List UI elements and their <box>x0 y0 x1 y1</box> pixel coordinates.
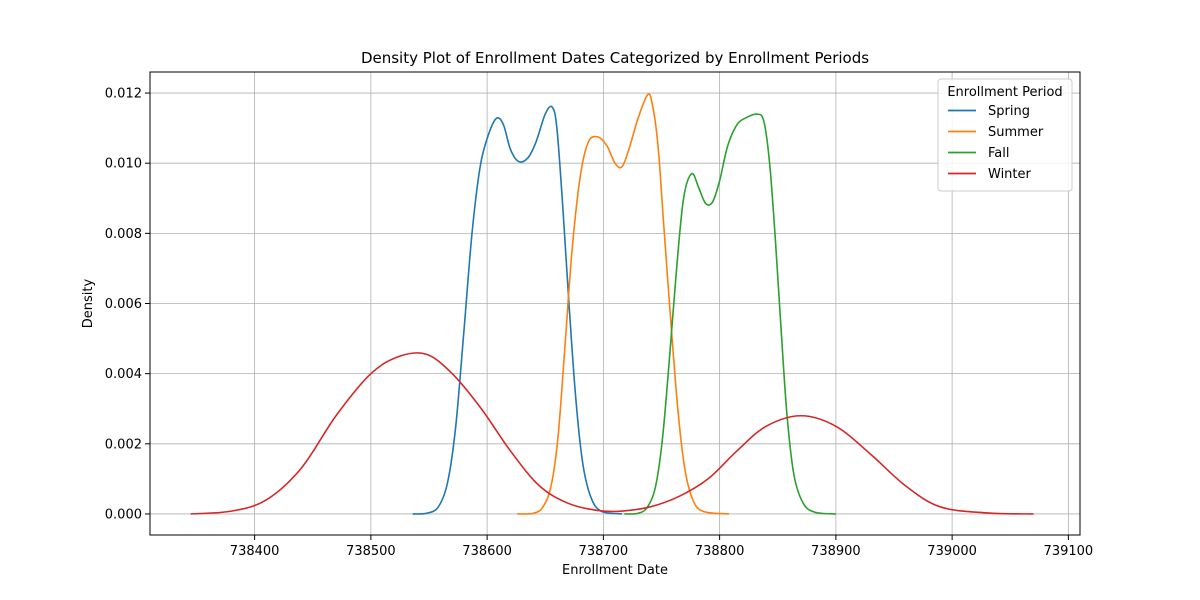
legend-entry-spring: Spring <box>988 104 1030 119</box>
legend: Enrollment Period Spring Summer Fall Winter <box>937 78 1073 192</box>
x-tick-label: 738900 <box>811 544 861 559</box>
legend-box <box>937 78 1073 192</box>
series-line-spring <box>412 105 623 515</box>
series-line-summer <box>517 93 730 515</box>
y-tick-label: 0.002 <box>105 437 142 452</box>
y-tick-label: 0.008 <box>105 227 142 242</box>
y-tick-label: 0.012 <box>105 87 142 102</box>
x-tick-label: 738700 <box>579 544 629 559</box>
legend-entry-summer: Summer <box>988 125 1044 140</box>
series-line-fall <box>624 113 836 515</box>
y-axis-label: Density <box>81 278 96 328</box>
axis-ticks: 738400 738500 738600 738700 738800 738900 7390… <box>105 87 1093 559</box>
x-tick-label: 739000 <box>927 544 977 559</box>
series-line-winter <box>190 351 1034 515</box>
legend-title: Enrollment Period <box>947 85 1062 100</box>
x-tick-label: 738500 <box>346 544 396 559</box>
x-tick-label: 738800 <box>695 544 745 559</box>
y-tick-label: 0.000 <box>105 507 142 522</box>
x-tick-label: 738400 <box>230 544 280 559</box>
x-tick-label: 739100 <box>1044 544 1094 559</box>
chart-title: Density Plot of Enrollment Dates Categor… <box>361 49 869 67</box>
x-axis-label: Enrollment Date <box>562 563 668 578</box>
legend-entry-fall: Fall <box>988 146 1009 161</box>
y-tick-label: 0.004 <box>105 367 142 382</box>
y-tick-label: 0.010 <box>105 157 142 172</box>
series-lines <box>190 93 1034 515</box>
x-tick-label: 738600 <box>462 544 512 559</box>
legend-entry-winter: Winter <box>988 167 1032 182</box>
y-tick-label: 0.006 <box>105 297 142 312</box>
